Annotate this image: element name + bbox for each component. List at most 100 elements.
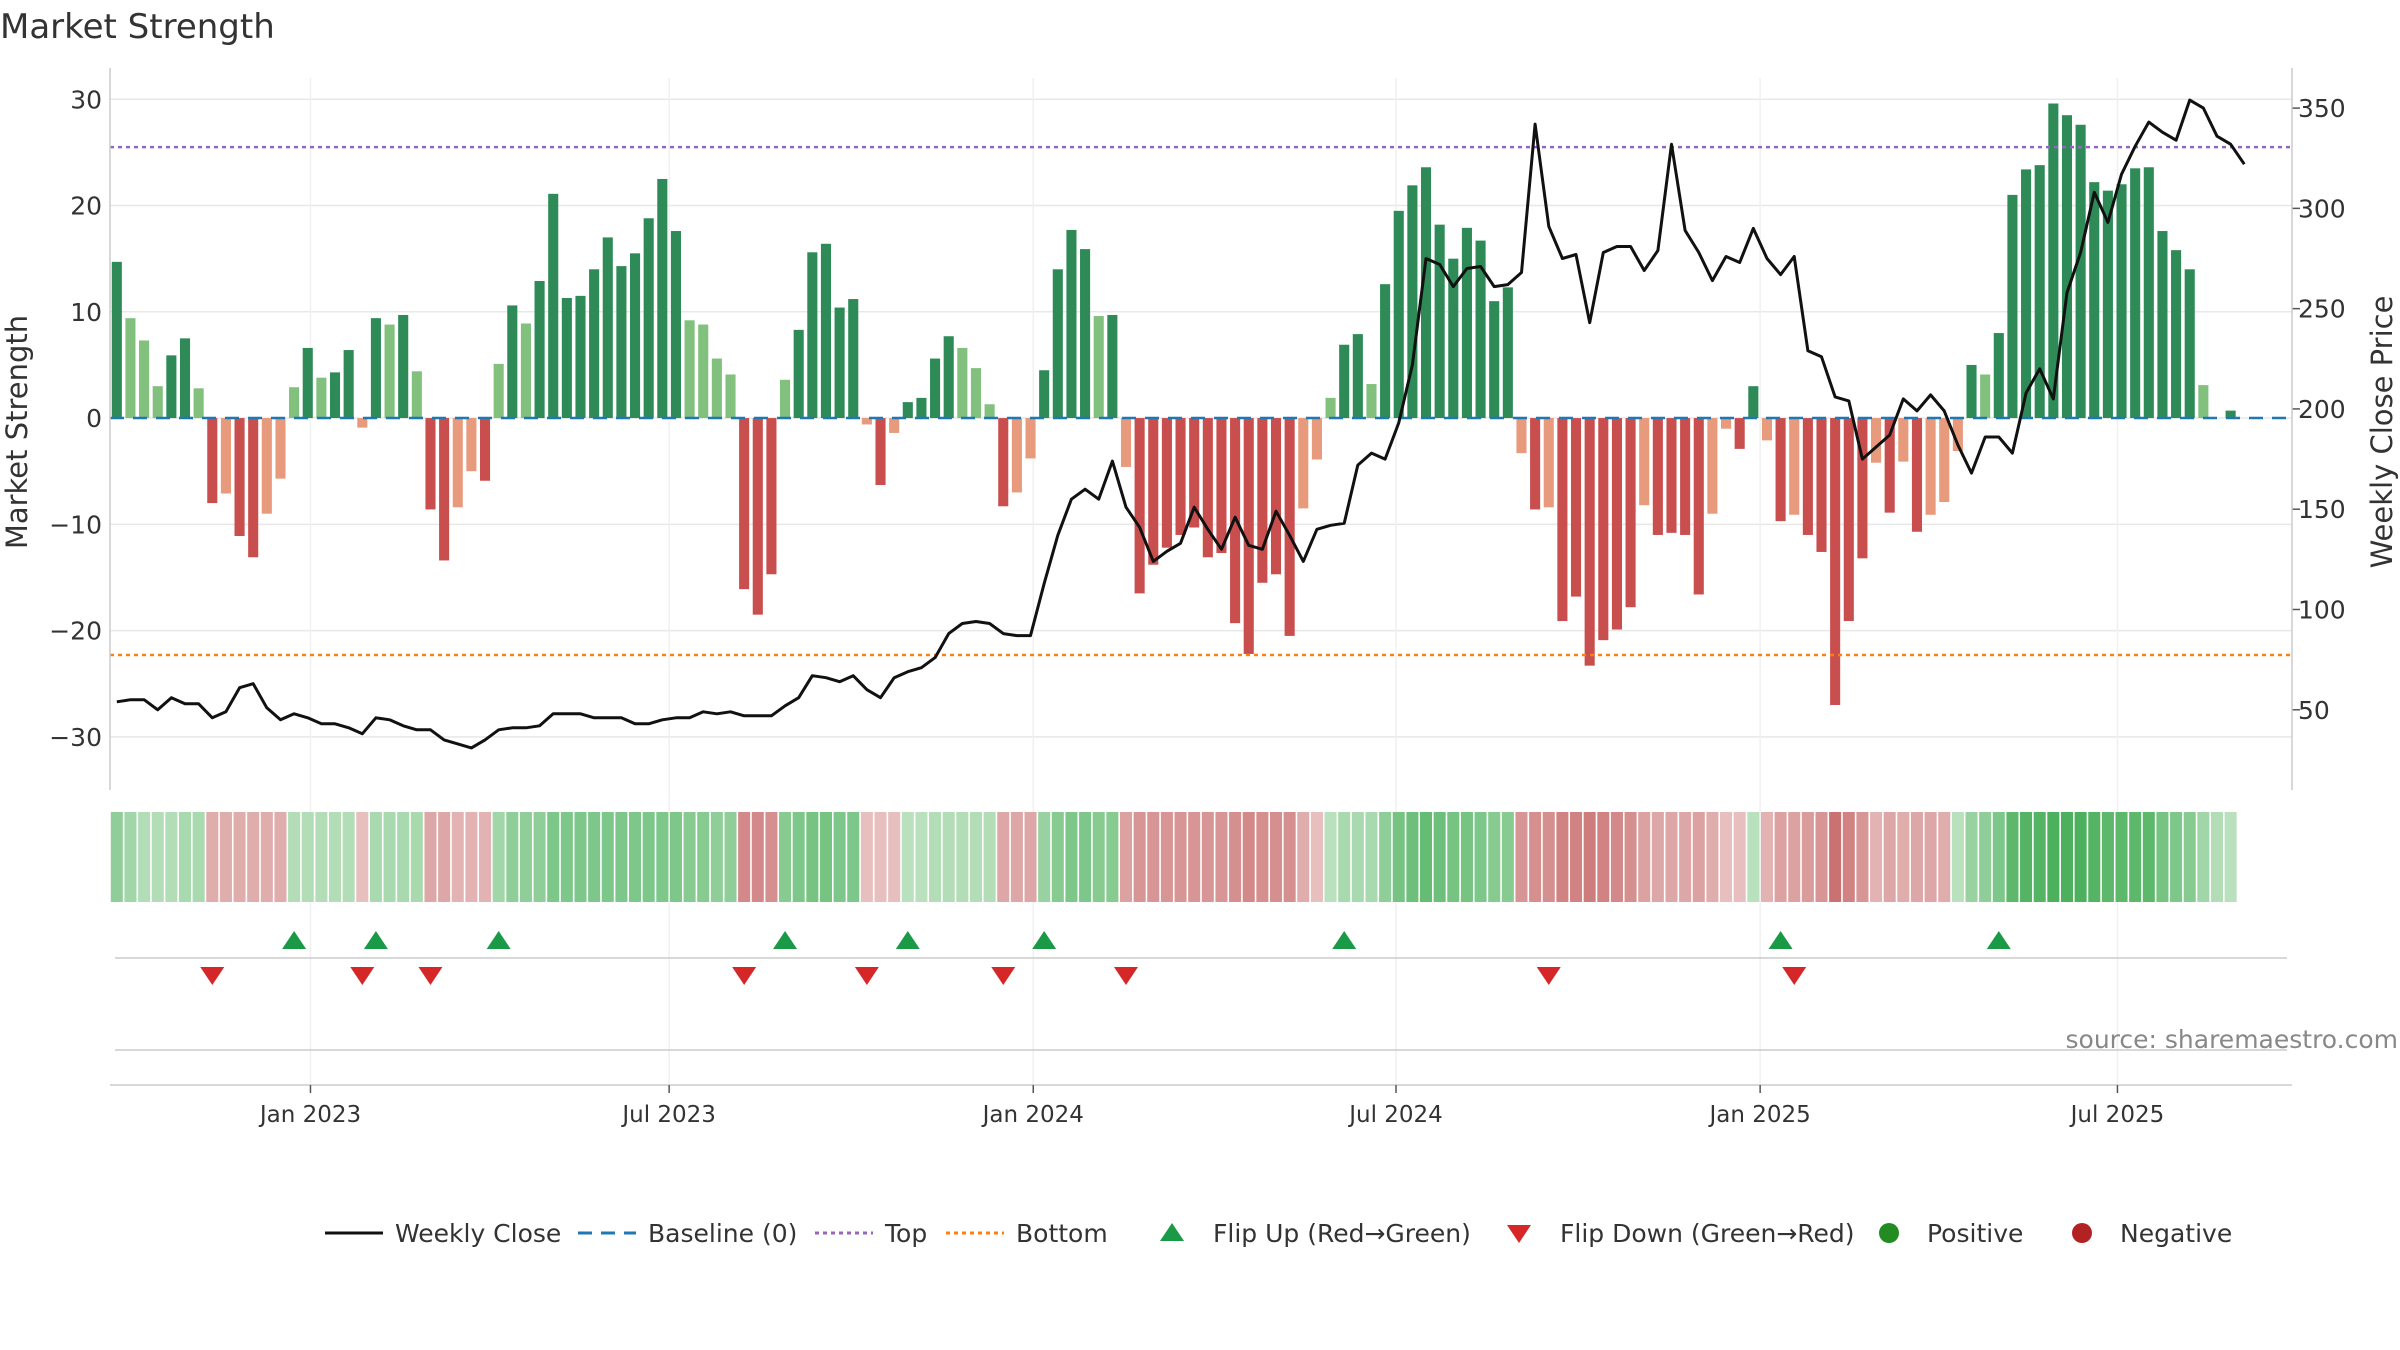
flip-down-marker [1113,967,1138,985]
strength-bar [657,178,668,419]
strength-bar [2143,167,2154,419]
left-tick-label: 0 [86,404,102,433]
strength-bar [1939,418,1950,503]
signal-tile [1801,812,1814,902]
signal-tile [1638,812,1651,902]
strength-bar [1748,386,1759,419]
signal-tile [901,812,914,902]
strength-bar [1775,418,1786,522]
legend-label: Bottom [1016,1219,1108,1248]
signal-tile [942,812,955,902]
signal-tile [315,812,328,902]
strength-bar [1707,418,1718,514]
strength-bar [384,324,395,419]
strength-bar [2130,168,2141,419]
price-line-layer [116,98,2246,750]
strength-bar [302,347,313,419]
flip-down-marker [350,967,375,985]
signal-tile [506,812,519,902]
signal-tile [2047,812,2060,902]
signal-tile [1433,812,1446,902]
signal-tile [697,812,710,902]
signal-tile [1501,812,1514,902]
left-axis-label: Market Strength [0,315,34,549]
signal-tile [642,812,655,902]
signal-tile [2142,812,2155,902]
signal-tile [1720,812,1733,902]
strength-bar [1366,384,1377,419]
strength-bar [1898,418,1909,462]
strength-bar [561,297,572,419]
signal-tile [738,812,751,902]
strength-bar [493,363,504,419]
signal-tile [1365,812,1378,902]
strength-bar [1475,240,1486,419]
strength-bar [616,266,627,419]
strength-bar [602,237,613,419]
legend-label: Top [884,1219,927,1248]
strength-bar [1611,418,1622,630]
strength-bar [548,193,559,419]
right-axis-label: Weekly Close Price [2365,296,2399,569]
flip-up-marker [282,931,307,949]
legend-item: Positive [1879,1219,2023,1248]
signal-tile [1188,812,1201,902]
signal-tile [1965,812,1978,902]
left-tick-label: −20 [49,617,102,646]
signal-tile [410,812,423,902]
strength-bar [834,307,845,419]
strength-bar [1530,418,1541,510]
strength-bar [193,388,204,419]
strength-bar [1380,284,1391,419]
strength-bar [1857,418,1868,559]
strength-bar [861,418,872,425]
legend-swatch-positive [1879,1223,1899,1243]
strength-bar [1516,418,1527,454]
strength-bar [1925,418,1936,515]
signal-tile [1665,812,1678,902]
strength-bar [166,355,177,419]
signal-tile [1979,812,1992,902]
strength-bar [589,269,600,419]
strength-bar [984,404,995,419]
flip-up-marker [773,931,798,949]
signal-tile [438,812,451,902]
signal-tile [669,812,682,902]
strength-bar [970,368,982,419]
signal-tile [1079,812,1092,902]
strength-bar [1243,418,1254,654]
signal-tile [1692,812,1705,902]
strength-bar [1393,210,1404,419]
signal-tile [1597,812,1610,902]
strength-bar [1066,229,1077,419]
signal-tile [888,812,901,902]
signal-tile [451,812,464,902]
signal-tile [1351,812,1364,902]
strength-bar [289,387,300,419]
signal-tile [369,812,382,902]
signal-tile [479,812,492,902]
strength-bar [479,418,491,481]
signal-tile [2210,812,2224,902]
signal-tile [792,812,805,902]
left-tick-label: −10 [49,510,102,539]
signal-tile [1992,812,2005,902]
strength-bar [957,347,968,419]
signal-tile [1760,812,1773,902]
signal-tile [274,812,287,902]
strength-bar [1980,374,1991,419]
strength-bar [139,340,150,419]
legend-item: Bottom [946,1219,1108,1248]
signal-tile [547,812,560,902]
strength-bar [1911,418,1923,532]
strength-bar [1789,418,1800,515]
signal-tile [1038,812,1051,902]
weekly-close-line [116,98,2246,750]
strength-bar [1802,418,1813,535]
legend-label: Flip Down (Green→Red) [1560,1219,1855,1248]
flip-down-marker [1536,967,1561,985]
legend-label: Weekly Close [395,1219,561,1248]
strength-bar [725,374,736,419]
strength-bar [398,314,409,419]
signal-tile [1870,812,1883,902]
